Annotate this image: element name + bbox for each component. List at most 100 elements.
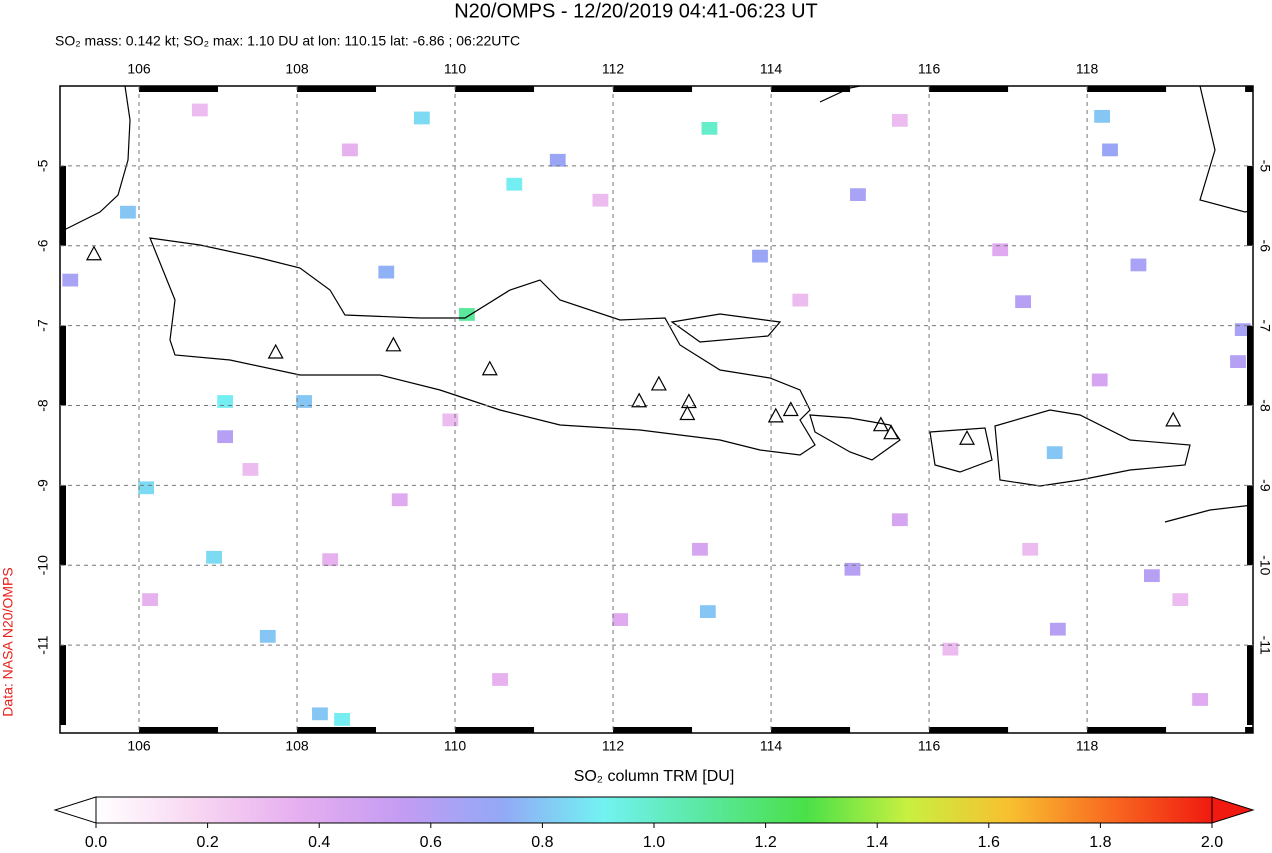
y-tick-label-left: -6 — [35, 239, 51, 252]
x-tick-label-top: 118 — [1076, 61, 1099, 77]
so2-pixel — [322, 553, 339, 567]
colorbar-tick-label: 1.2 — [754, 834, 776, 851]
degree-bar — [455, 727, 535, 733]
coastlines — [60, 86, 1253, 523]
degree-bar — [60, 325, 66, 406]
degree-bar — [1245, 727, 1253, 733]
colorbar-tick-label: 1.8 — [1089, 834, 1111, 851]
colorbar-tick-label: 1.0 — [643, 834, 665, 851]
y-tick-label-right: -8 — [1257, 399, 1272, 412]
so2-pixel — [206, 550, 222, 564]
so2-pixel — [1230, 355, 1246, 368]
x-tick-label-bottom: 106 — [127, 738, 151, 754]
lombok-coast — [929, 427, 993, 473]
y-tick-label-left: -7 — [35, 319, 51, 332]
title: N20/OMPS - 12/20/2019 04:41-06:23 UT — [454, 0, 818, 22]
x-tick-label-bottom: 114 — [760, 738, 783, 754]
so2-pixel — [296, 395, 313, 408]
so2-pixel — [701, 121, 718, 135]
x-tick-label-top: 112 — [602, 61, 625, 77]
degree-bar — [139, 727, 219, 733]
colorbar-tick-label: 0.4 — [308, 834, 330, 851]
x-tick-label-top: 116 — [918, 61, 941, 77]
degree-bar — [613, 86, 693, 92]
so2-pixel — [378, 265, 395, 279]
sumatra-coast — [60, 86, 131, 233]
so2-pixel — [1102, 143, 1118, 157]
y-tick-label-left: -8 — [35, 399, 51, 412]
y-tick-label-left: -5 — [35, 159, 51, 172]
degree-bar — [297, 727, 377, 733]
so2-pixel — [942, 642, 959, 656]
y-tick-label-right: -9 — [1257, 479, 1272, 492]
volcano-marker — [958, 429, 976, 445]
colorbar-tick-label: 0.0 — [85, 834, 107, 851]
volcano-marker — [650, 375, 667, 391]
volcano-marker — [680, 393, 697, 409]
y-tick-label-right: -7 — [1257, 319, 1272, 332]
so2-pixel — [792, 293, 809, 307]
degree-bar — [771, 86, 851, 92]
so2-pixel — [891, 113, 908, 127]
colorbar-high-arrow — [1211, 796, 1255, 824]
degree-bar — [1087, 727, 1167, 733]
y-tick-label-left: -9 — [35, 479, 51, 492]
degree-bar — [297, 86, 377, 92]
degree-bar — [1245, 86, 1253, 92]
colorbar-tick-label: 0.6 — [420, 834, 442, 851]
volcano-marker — [872, 416, 889, 432]
degree-bar — [1247, 645, 1253, 726]
so2-pixel — [1234, 323, 1251, 337]
so2-pixel — [699, 605, 716, 618]
so2-pixel — [850, 188, 866, 202]
volcano-marker — [481, 360, 498, 376]
x-tick-label-top: 108 — [285, 61, 309, 77]
so2-pixel — [217, 430, 234, 444]
x-tick-label-bottom: 108 — [285, 738, 309, 754]
degree-bar — [455, 86, 535, 92]
so2-pixel — [992, 243, 1009, 257]
so2-pixel — [191, 103, 208, 117]
so2-pixel — [458, 308, 475, 321]
so2-pixel — [1172, 593, 1189, 606]
so2-pixel — [62, 273, 79, 287]
volcano-marker — [85, 245, 102, 261]
so2-pixel — [391, 493, 408, 507]
x-tick-label-top: 106 — [127, 61, 151, 77]
degree-bar — [139, 86, 219, 92]
colorbar-tick-label: 2.0 — [1201, 834, 1223, 851]
x-tick-label-bottom: 116 — [918, 738, 941, 754]
degree-bar — [771, 727, 851, 733]
colorbar — [95, 796, 1213, 824]
y-tick-label-right: -10 — [1257, 555, 1272, 575]
so2-pixel — [312, 707, 328, 721]
so2-pixel — [692, 542, 708, 556]
sumbawa-coast — [994, 409, 1191, 487]
so2-pixel — [1091, 373, 1108, 387]
so2-pixel — [891, 513, 908, 527]
so2-pixel — [752, 249, 768, 263]
y-tick-label-right: -5 — [1257, 160, 1272, 173]
colorbar-tick-label: 0.2 — [196, 834, 218, 851]
colorbar-tick-label: 0.8 — [531, 834, 553, 851]
volcano-marker — [631, 392, 648, 408]
so2-pixel — [1022, 542, 1039, 556]
x-tick-label-top: 114 — [760, 61, 783, 77]
flores-coast — [1164, 504, 1253, 523]
so2-pixel — [549, 153, 566, 167]
degree-bar — [60, 165, 66, 246]
so2-pixel — [442, 413, 459, 427]
so2-pixels — [62, 103, 1251, 726]
degree-bar — [1247, 165, 1253, 246]
y-tick-label-left: -10 — [35, 555, 51, 575]
so2-pixel — [1094, 109, 1110, 123]
so2-pixel — [1143, 569, 1160, 583]
y-tick-label-right: -6 — [1257, 240, 1272, 253]
volcano-marker — [782, 401, 799, 417]
subtitle: SO₂ mass: 0.142 kt; SO₂ max: 1.10 DU at … — [55, 33, 520, 49]
x-tick-label-bottom: 118 — [1076, 738, 1099, 754]
so2-pixel — [1049, 622, 1066, 636]
degree-bar — [1247, 325, 1253, 406]
so2-pixel — [1130, 258, 1147, 272]
